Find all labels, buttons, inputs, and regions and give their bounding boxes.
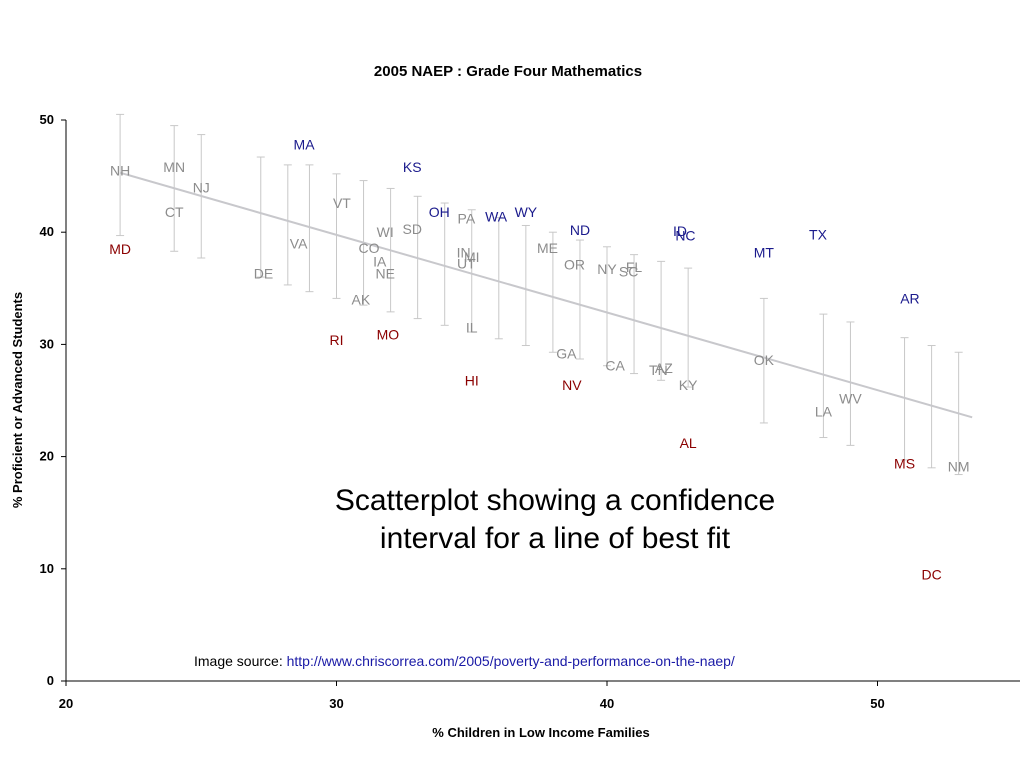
point-ok: OK [754,352,775,368]
interval-bar [575,239,584,360]
point-mt: MT [754,244,775,260]
y-tick-label: 30 [40,336,54,351]
point-dc: DC [921,566,941,582]
interval-bar [116,113,125,237]
point-nh: NH [110,162,130,178]
point-pa: PA [458,211,476,227]
x-tick-label: 20 [59,696,73,711]
best-fit-line [119,171,973,419]
y-tick-label: 0 [47,673,54,688]
interval-bar [657,260,666,381]
point-md: MD [109,241,131,257]
point-ak: AK [352,292,371,308]
point-in: IN [457,244,471,260]
point-ar: AR [900,290,919,306]
point-ut: UT [457,256,476,272]
point-ca: CA [605,358,625,374]
point-nd: ND [570,222,590,238]
interval-bar [603,246,611,367]
axes: 0 10 20 30 40 50 20 30 40 50 [40,112,1020,711]
y-tick-label: 10 [40,561,54,576]
point-az: AZ [655,360,673,376]
interval-bar [846,321,855,446]
interval-bar [256,156,265,278]
x-axis-title: % Children in Low Income Families [432,725,649,740]
interval-bar [494,217,503,340]
point-vt: VT [333,195,351,211]
point-oh: OH [429,204,450,220]
point-ks: KS [403,159,422,175]
point-tn: TN [649,362,668,378]
y-axis-title: % Proficient or Advanced Students [10,292,25,508]
x-tick-label: 30 [329,696,343,711]
point-wi: WI [377,224,394,240]
point-or: OR [564,257,585,273]
interval-bar [684,267,693,388]
point-al: AL [680,435,697,451]
interval-bar [440,202,449,326]
interval-bar [548,231,557,353]
point-wv: WV [839,390,862,406]
y-tick-label: 50 [40,112,54,127]
interval-bar [819,313,828,439]
point-la: LA [815,404,833,420]
point-nv: NV [562,377,582,393]
point-wy: WY [515,204,538,220]
point-id: ID [673,223,687,239]
point-de: DE [254,266,273,282]
x-tick-label: 40 [600,696,614,711]
source-label: Image source: [194,653,287,669]
point-va: VA [290,235,308,251]
point-ma: MA [294,137,316,153]
caption-overlay: Scatterplot showing a confidence interva… [250,482,860,558]
point-ct: CT [165,204,184,220]
point-il: IL [466,320,478,336]
point-mo: MO [377,326,400,342]
source-link[interactable]: http://www.chriscorrea.com/2005/poverty-… [286,653,735,669]
point-sd: SD [403,221,422,237]
point-me: ME [537,240,558,256]
point-ia: IA [373,253,387,269]
y-tick-label: 40 [40,224,54,239]
y-tick-label: 20 [40,449,54,464]
interval-bar [630,254,639,375]
point-wa: WA [485,208,508,224]
confidence-intervals [116,113,963,476]
interval-bar [332,173,341,299]
point-ri: RI [330,332,344,348]
image-source-note: Image source: http://www.chriscorrea.com… [192,653,737,669]
point-ne: NE [375,266,394,282]
point-ms: MS [894,455,915,471]
point-nc: NC [675,228,695,244]
interval-bar [283,164,292,286]
point-tx: TX [809,226,828,242]
point-ga: GA [556,345,577,361]
interval-bar [759,297,768,424]
point-ny: NY [597,261,617,277]
point-hi: HI [465,372,479,388]
caption-line-2: interval for a line of best fit [379,522,731,555]
point-sc: SC [619,263,638,279]
interval-bar [521,224,530,347]
point-co: CO [358,240,379,256]
point-mi: MI [464,249,480,265]
x-tick-label: 50 [870,696,884,711]
interval-bar [467,209,476,333]
point-nm: NM [948,459,970,475]
interval-bar [305,164,314,293]
chart-title: 2005 NAEP : Grade Four Mathematics [374,63,642,80]
point-ky: KY [679,377,698,393]
point-nj: NJ [193,179,210,195]
point-mn: MN [163,159,185,175]
caption-line-1: Scatterplot showing a confidence [334,484,776,517]
point-fl: FL [626,259,643,275]
